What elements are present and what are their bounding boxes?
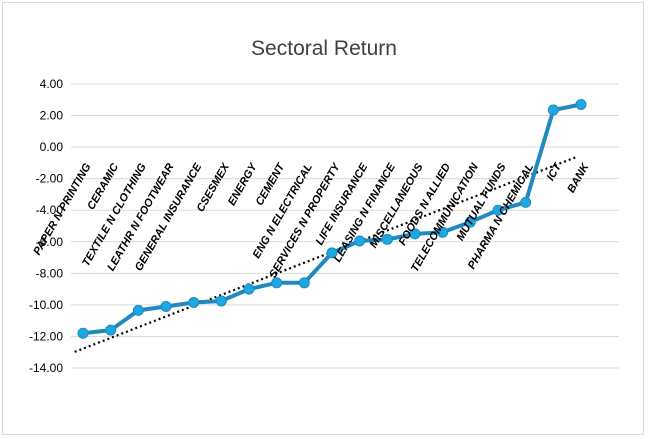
y-tick-label: -4.00 xyxy=(36,203,64,217)
gridlines xyxy=(71,83,619,369)
data-point xyxy=(437,226,449,238)
series-group xyxy=(77,99,587,339)
y-tick-label: -2.00 xyxy=(36,172,64,186)
category-label: BANK xyxy=(565,161,592,195)
data-point xyxy=(354,235,366,247)
chart-frame: Sectoral Return 4.00 2.00 0.00 -2.00 -4.00 -6… xyxy=(2,2,644,435)
y-tick-label: -12.00 xyxy=(29,329,63,343)
data-point xyxy=(326,247,338,259)
data-point xyxy=(409,228,421,240)
data-point xyxy=(105,324,117,336)
chart-title: Sectoral Return xyxy=(251,37,397,60)
y-tick-label: 2.00 xyxy=(40,109,64,123)
data-point xyxy=(520,196,532,208)
data-point xyxy=(298,277,310,289)
y-tick-label: 4.00 xyxy=(40,77,64,91)
data-point xyxy=(77,327,89,339)
data-point xyxy=(381,233,393,245)
data-point xyxy=(215,295,227,307)
y-tick-label: -6.00 xyxy=(36,235,64,249)
data-point xyxy=(132,304,144,316)
y-tick-label: -8.00 xyxy=(36,266,64,280)
data-point xyxy=(271,277,283,289)
data-point xyxy=(575,99,587,111)
data-point xyxy=(464,216,476,228)
data-point xyxy=(188,297,200,309)
data-point xyxy=(243,283,255,295)
data-point xyxy=(492,204,504,216)
y-axis: 4.00 2.00 0.00 -2.00 -4.00 -6.00 -8.00 -10.00 -1… xyxy=(29,77,63,375)
sectoral-return-chart: Sectoral Return 4.00 2.00 0.00 -2.00 -4.00 -6… xyxy=(29,37,619,375)
data-point xyxy=(547,104,559,116)
y-tick-label: -10.00 xyxy=(29,298,63,312)
y-tick-label: -14.00 xyxy=(29,361,63,375)
data-point xyxy=(160,300,172,312)
y-tick-label: 0.00 xyxy=(40,140,64,154)
